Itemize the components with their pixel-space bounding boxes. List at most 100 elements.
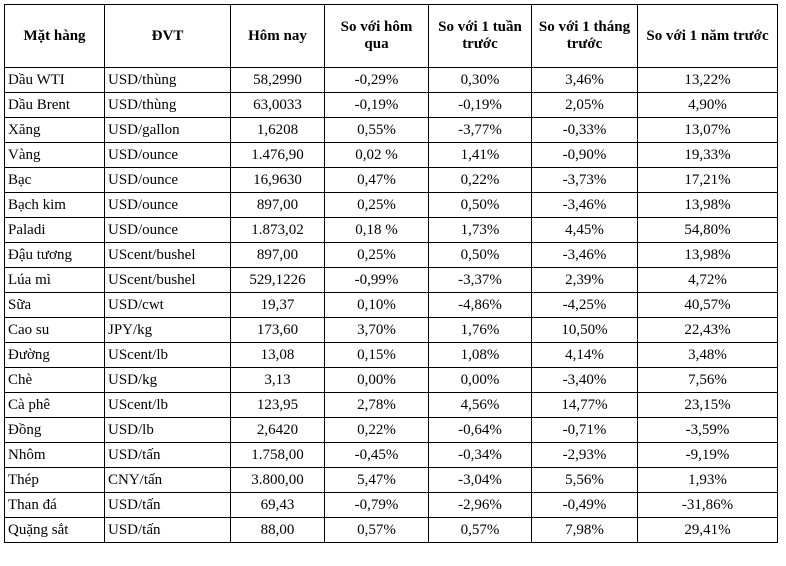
vs-year-cell: 19,33% (637, 142, 778, 168)
vs-month-cell: 4,45% (531, 217, 638, 243)
unit-cell: USD/gallon (104, 117, 231, 143)
vs-yesterday-cell: -0,79% (324, 492, 429, 518)
commodity-name-cell: Cao su (4, 317, 105, 343)
today-price-cell: 88,00 (230, 517, 325, 543)
table-row: Chè USD/kg 3,13 0,00% 0,00% -3,40% 7,56% (4, 367, 778, 393)
vs-yesterday-cell: 0,55% (324, 117, 429, 143)
commodity-name-cell: Lúa mì (4, 267, 105, 293)
vs-yesterday-cell: 0,47% (324, 167, 429, 193)
today-price-cell: 19,37 (230, 292, 325, 318)
commodity-name-cell: Cà phê (4, 392, 105, 418)
unit-cell: USD/tấn (104, 492, 231, 518)
vs-year-cell: 23,15% (637, 392, 778, 418)
commodity-name-cell: Than đá (4, 492, 105, 518)
vs-yesterday-cell: -0,99% (324, 267, 429, 293)
unit-cell: UScent/bushel (104, 267, 231, 293)
unit-cell: USD/ounce (104, 167, 231, 193)
table-row: Thép CNY/tấn 3.800,00 5,47% -3,04% 5,56% 1,93% (4, 467, 778, 493)
table-row: Bạch kim USD/ounce 897,00 0,25% 0,50% -3,46% 1… (4, 192, 778, 218)
vs-week-cell: -3,77% (428, 117, 532, 143)
today-price-cell: 897,00 (230, 242, 325, 268)
unit-cell: UScent/lb (104, 342, 231, 368)
table-row: Cà phê UScent/lb 123,95 2,78% 4,56% 14,77% 23,… (4, 392, 778, 418)
vs-week-cell: 0,30% (428, 67, 532, 93)
unit-cell: USD/lb (104, 417, 231, 443)
vs-year-cell: -31,86% (637, 492, 778, 518)
table-row: Paladi USD/ounce 1.873,02 0,18 % 1,73% 4,45% 5… (4, 217, 778, 243)
unit-cell: USD/ounce (104, 142, 231, 168)
today-price-cell: 1,6208 (230, 117, 325, 143)
vs-week-cell: 4,56% (428, 392, 532, 418)
header-today: Hôm nay (230, 4, 325, 68)
vs-week-cell: 1,76% (428, 317, 532, 343)
table-row: Sữa USD/cwt 19,37 0,10% -4,86% -4,25% 40,57% (4, 292, 778, 318)
vs-week-cell: 0,50% (428, 192, 532, 218)
vs-yesterday-cell: 0,00% (324, 367, 429, 393)
today-price-cell: 69,43 (230, 492, 325, 518)
vs-month-cell: -3,46% (531, 192, 638, 218)
table-row: Dầu WTI USD/thùng 58,2990 -0,29% 0,30% 3,46% 1… (4, 67, 778, 93)
vs-yesterday-cell: 0,02 % (324, 142, 429, 168)
unit-cell: USD/tấn (104, 442, 231, 468)
unit-cell: USD/kg (104, 367, 231, 393)
commodity-name-cell: Thép (4, 467, 105, 493)
vs-week-cell: -3,04% (428, 467, 532, 493)
commodity-name-cell: Vàng (4, 142, 105, 168)
vs-year-cell: 7,56% (637, 367, 778, 393)
header-commodity: Mặt hàng (4, 4, 105, 68)
commodity-name-cell: Chè (4, 367, 105, 393)
header-vs-yesterday: So với hôm qua (324, 4, 429, 68)
commodity-name-cell: Sữa (4, 292, 105, 318)
unit-cell: USD/cwt (104, 292, 231, 318)
vs-year-cell: 4,72% (637, 267, 778, 293)
today-price-cell: 63,0033 (230, 92, 325, 118)
today-price-cell: 58,2990 (230, 67, 325, 93)
commodity-name-cell: Bạch kim (4, 192, 105, 218)
vs-week-cell: -2,96% (428, 492, 532, 518)
table-row: Than đá USD/tấn 69,43 -0,79% -2,96% -0,49% -31… (4, 492, 778, 518)
vs-month-cell: 4,14% (531, 342, 638, 368)
vs-yesterday-cell: 0,15% (324, 342, 429, 368)
vs-year-cell: -3,59% (637, 417, 778, 443)
vs-year-cell: 13,98% (637, 192, 778, 218)
vs-week-cell: 0,50% (428, 242, 532, 268)
unit-cell: USD/ounce (104, 192, 231, 218)
vs-year-cell: 29,41% (637, 517, 778, 543)
commodity-name-cell: Đường (4, 342, 105, 368)
vs-month-cell: -4,25% (531, 292, 638, 318)
today-price-cell: 529,1226 (230, 267, 325, 293)
vs-week-cell: -0,34% (428, 442, 532, 468)
vs-month-cell: -0,71% (531, 417, 638, 443)
table-body: Dầu WTI USD/thùng 58,2990 -0,29% 0,30% 3,46% 1… (4, 67, 778, 543)
vs-month-cell: -2,93% (531, 442, 638, 468)
unit-cell: UScent/lb (104, 392, 231, 418)
vs-yesterday-cell: 0,25% (324, 242, 429, 268)
vs-yesterday-cell: 5,47% (324, 467, 429, 493)
table-header: Mặt hàng ĐVT Hôm nay So với hôm qua So v… (4, 4, 778, 68)
unit-cell: UScent/bushel (104, 242, 231, 268)
vs-year-cell: 54,80% (637, 217, 778, 243)
vs-yesterday-cell: 0,25% (324, 192, 429, 218)
table-row: Xăng USD/gallon 1,6208 0,55% -3,77% -0,33% 13,… (4, 117, 778, 143)
vs-month-cell: -0,90% (531, 142, 638, 168)
vs-month-cell: -0,49% (531, 492, 638, 518)
vs-yesterday-cell: 0,57% (324, 517, 429, 543)
today-price-cell: 2,6420 (230, 417, 325, 443)
vs-month-cell: 2,05% (531, 92, 638, 118)
vs-month-cell: -3,73% (531, 167, 638, 193)
commodity-name-cell: Đồng (4, 417, 105, 443)
vs-month-cell: 2,39% (531, 267, 638, 293)
unit-cell: USD/thùng (104, 92, 231, 118)
table-row: Đường UScent/lb 13,08 0,15% 1,08% 4,14% 3,48% (4, 342, 778, 368)
unit-cell: JPY/kg (104, 317, 231, 343)
vs-year-cell: 1,93% (637, 467, 778, 493)
today-price-cell: 3,13 (230, 367, 325, 393)
commodity-name-cell: Dầu WTI (4, 67, 105, 93)
today-price-cell: 3.800,00 (230, 467, 325, 493)
table-row: Vàng USD/ounce 1.476,90 0,02 % 1,41% -0,90% 19… (4, 142, 778, 168)
vs-yesterday-cell: -0,29% (324, 67, 429, 93)
vs-week-cell: -0,64% (428, 417, 532, 443)
vs-year-cell: 3,48% (637, 342, 778, 368)
vs-week-cell: -4,86% (428, 292, 532, 318)
today-price-cell: 1.873,02 (230, 217, 325, 243)
